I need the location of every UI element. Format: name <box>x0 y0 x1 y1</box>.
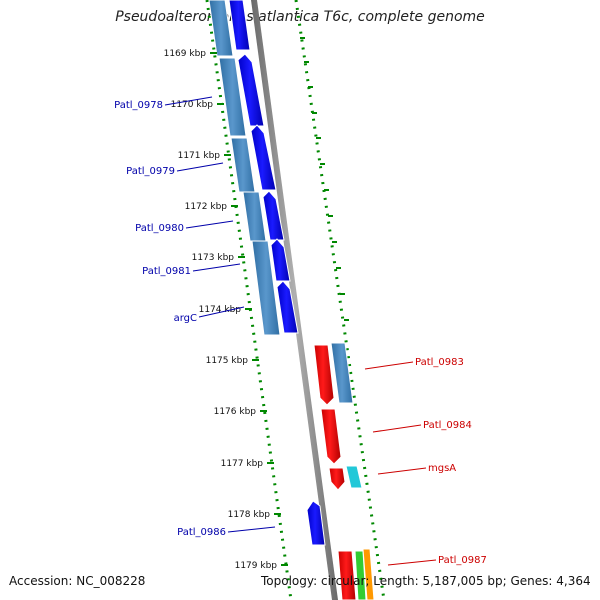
tick-label: 1177 kbp <box>221 459 264 469</box>
genome-backbone <box>251 0 338 600</box>
tick-label: 1176 kbp <box>214 407 257 417</box>
accession-text: Accession: NC_008228 <box>9 574 146 588</box>
gene-label[interactable]: mgsA <box>428 463 456 474</box>
minus-gene-bands <box>208 0 281 336</box>
ticks-layer: 1169 kbp 1170 kbp 1171 kbp 1172 kbp 1173 kbp… <box>164 49 288 571</box>
guide-arc-inner <box>205 0 293 600</box>
tick-label: 1173 kbp <box>192 253 235 263</box>
gene-label[interactable]: Patl_0978 <box>114 100 163 111</box>
gene-label[interactable]: Patl_0981 <box>142 266 191 277</box>
gene-leader-line <box>377 467 427 475</box>
gene-label[interactable]: Patl_0984 <box>423 420 472 431</box>
tick-label: 1171 kbp <box>178 151 221 161</box>
gene-label[interactable]: Patl_0983 <box>415 357 464 368</box>
gene-leader-line <box>176 162 224 172</box>
gene-leader-line <box>192 263 241 272</box>
minus-cds-arrows <box>228 0 326 546</box>
labels-layer: Patl_0978 Patl_0979 Patl_0980 Patl_0981 argC… <box>114 96 487 566</box>
gene-label[interactable]: argC <box>174 313 197 324</box>
genome-summary-text: Topology: circular; Length: 5,187,005 bp… <box>261 574 591 588</box>
guide-arc-outer <box>294 0 386 600</box>
tick-label: 1169 kbp <box>164 49 207 59</box>
tick-label: 1170 kbp <box>171 100 214 110</box>
tick-label: 1179 kbp <box>235 561 278 571</box>
gene-leader-line <box>227 526 276 533</box>
gene-label[interactable]: Patl_0979 <box>126 166 175 177</box>
tick-label: 1178 kbp <box>228 510 271 520</box>
gene-leader-line <box>387 559 437 566</box>
tick-label: 1174 kbp <box>199 305 242 315</box>
gene-label[interactable]: Patl_0986 <box>177 527 226 538</box>
gene-leader-line <box>185 220 234 229</box>
tick-label: 1172 kbp <box>185 202 228 212</box>
outer-ruler-dashes <box>300 37 349 321</box>
plus-cds-arrows <box>313 344 375 600</box>
gene-label[interactable]: Patl_0980 <box>135 223 184 234</box>
gene-leader-line <box>372 424 422 433</box>
gene-leader-line <box>364 361 414 370</box>
gene-leader-line <box>198 306 245 318</box>
gene-leader-line <box>164 96 213 106</box>
plus-gene-bands <box>330 342 354 404</box>
tick-label: 1175 kbp <box>206 356 249 366</box>
gene-label[interactable]: Patl_0987 <box>438 555 487 566</box>
